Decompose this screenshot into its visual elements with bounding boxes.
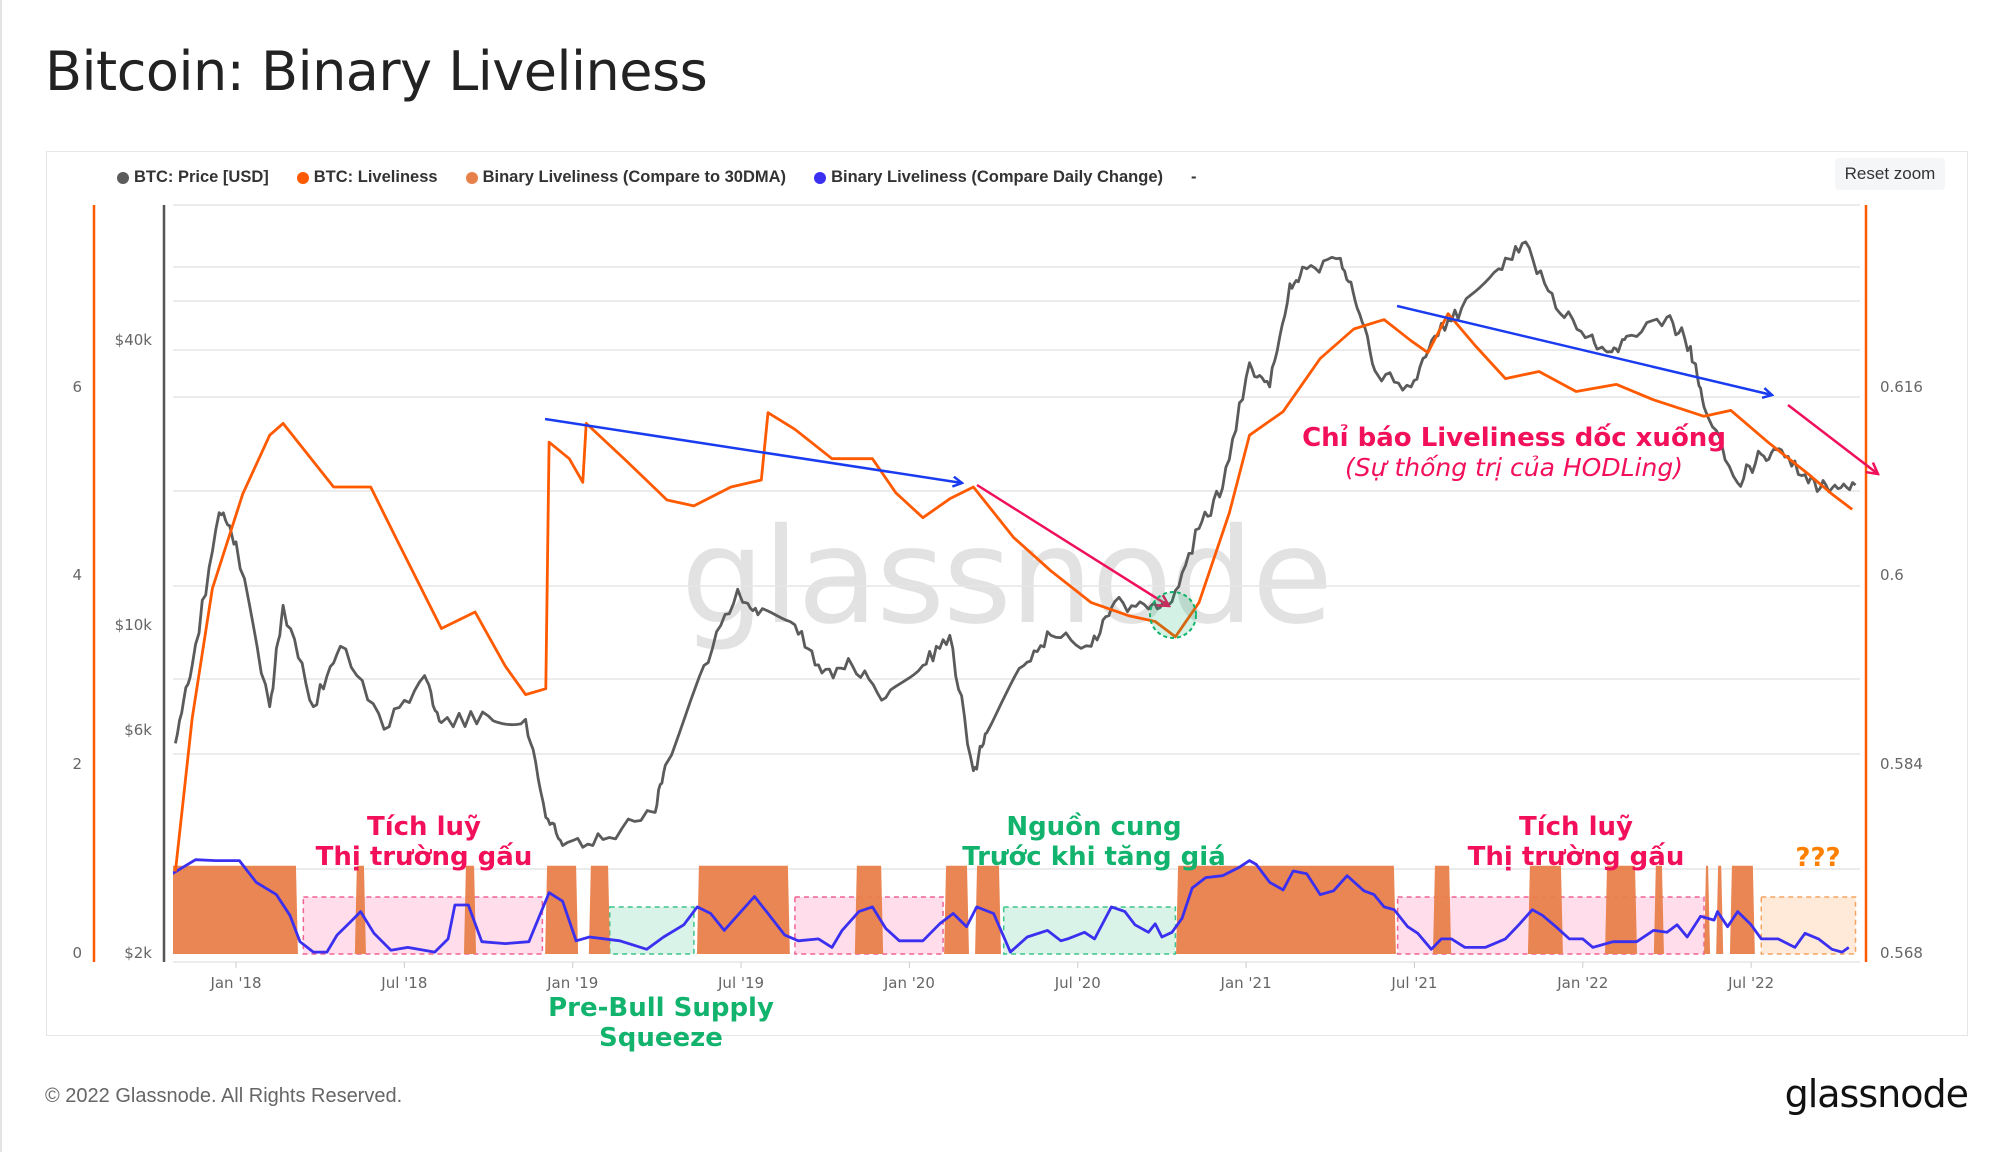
legend-dot-icon	[465, 171, 478, 184]
binary-30dma-bar	[1605, 865, 1638, 954]
x-axis-tick: Jul '21	[1391, 974, 1438, 992]
annotation-line: Thị trường gấu	[1467, 842, 1685, 872]
glassnode-logo[interactable]: glassnode	[1784, 1072, 1969, 1116]
x-axis-tick: Jul '20	[1054, 974, 1101, 992]
legend-dot-icon	[117, 171, 129, 184]
annotation-line: Trước khi tăng giá	[962, 842, 1226, 872]
btc-price-line	[174, 240, 1857, 849]
binary-30dma-bar	[1527, 865, 1563, 954]
legend-label: BTC: Liveliness	[313, 168, 438, 186]
trend-arrow-blue-1	[544, 417, 962, 483]
zone-bear	[302, 896, 544, 955]
bottom-highlight-circle	[1149, 591, 1197, 639]
binary-axis-tick: 4	[72, 566, 82, 584]
x-axis-tick: Jan '22	[1557, 974, 1609, 992]
legend-item-extra[interactable]: -	[1191, 168, 1197, 187]
liveliness-axis-tick: 0.568	[1880, 944, 1923, 962]
price-axis-tick: $6k	[124, 721, 152, 739]
annotation-unknown: ???	[1795, 843, 1841, 873]
x-axis-tick: Jul '18	[381, 974, 428, 992]
binary-30dma-bar	[588, 865, 611, 954]
trend-arrow-red-2	[1787, 404, 1878, 474]
chart-legend: BTC: Price [USD] BTC: Liveliness Binary …	[117, 168, 1197, 187]
legend-item-binary-daily[interactable]: Binary Liveliness (Compare Daily Change)	[814, 168, 1163, 187]
legend-dot-icon	[814, 171, 827, 184]
legend-dot-icon	[296, 171, 309, 184]
binary-30dma-bar	[545, 865, 579, 954]
trend-arrow-red-1	[976, 483, 1169, 606]
binary-30dma-bar	[1729, 865, 1755, 954]
legend-label: BTC: Price [USD]	[134, 168, 269, 186]
trend-arrow-blue-2	[1396, 304, 1772, 395]
annotation-slope: Chỉ báo Liveliness dốc xuống (Sự thống tr…	[1302, 423, 1726, 482]
binary-30dma-bar	[1176, 865, 1396, 954]
annotation-line: Tích luỹ	[366, 812, 481, 842]
btc-liveliness-line	[174, 312, 1854, 872]
x-axis-tick: Jan '18	[210, 974, 262, 992]
annotation-line: Squeeze	[599, 1023, 723, 1053]
binary-daily-change-line	[173, 858, 1850, 954]
annotation-line: Thị trường gấu	[315, 842, 533, 872]
annotation-arrows	[544, 304, 1878, 639]
legend-item-binary-30dma[interactable]: Binary Liveliness (Compare to 30DMA)	[465, 168, 787, 187]
binary-axis-tick: 0	[72, 944, 82, 962]
annotation-supply: Nguồn cung Trước khi tăng giá	[962, 812, 1226, 872]
binary-30dma-bar	[173, 865, 298, 954]
legend-item-liveliness[interactable]: BTC: Liveliness	[296, 168, 438, 187]
binary-30dma-bar	[354, 865, 366, 954]
grid-lines	[173, 204, 1860, 963]
page-frame	[0, 0, 2, 1152]
x-axis-tick: Jan '20	[883, 974, 935, 992]
binary-axis-tick: 2	[72, 755, 82, 773]
legend-item-price[interactable]: BTC: Price [USD]	[117, 168, 269, 187]
copyright-text: © 2022 Glassnode. All Rights Reserved.	[45, 1085, 403, 1107]
annotation-line: Nguồn cung	[1006, 812, 1182, 842]
price-axis-tick: $40k	[114, 331, 152, 349]
x-axis-tick: Jul '19	[718, 974, 765, 992]
binary-axis-tick: 6	[72, 378, 82, 396]
liveliness-axis-tick: 0.584	[1880, 755, 1923, 773]
x-axis-tick: Jan '19	[547, 974, 599, 992]
annotation-line: Chỉ báo Liveliness dốc xuống	[1302, 423, 1726, 453]
binary-30dma-bar	[1704, 865, 1711, 954]
price-axis-tick: $2k	[124, 944, 152, 962]
reset-zoom-button[interactable]: Reset zoom	[1835, 158, 1945, 190]
annotation-line: Pre-Bull Supply	[548, 993, 774, 1023]
binary-30dma-bar	[1716, 865, 1724, 954]
binary-30dma-bar	[854, 865, 884, 954]
annotation-prebull: Pre-Bull Supply Squeeze	[548, 993, 774, 1053]
page-title: Bitcoin: Binary Liveliness	[45, 40, 708, 103]
annotation-bear-2: Tích luỹ Thị trường gấu	[1468, 812, 1685, 872]
zone-unknown	[1760, 896, 1857, 955]
annotation-bear-1: Tích luỹ Thị trường gấu	[316, 812, 533, 872]
annotation-subline: (Sự thống trị của HODLing)	[1345, 453, 1683, 482]
x-axis-tick: Jul '22	[1728, 974, 1775, 992]
annotation-line: Tích luỹ	[1518, 812, 1633, 842]
legend-label: -	[1191, 168, 1197, 186]
x-axis-tick: Jan '21	[1220, 974, 1272, 992]
binary-30dma-bar	[1653, 865, 1664, 954]
legend-label: Binary Liveliness (Compare Daily Change)	[831, 168, 1163, 186]
liveliness-axis-tick: 0.616	[1880, 378, 1923, 396]
binary-30dma-bar	[1432, 865, 1452, 954]
legend-label: Binary Liveliness (Compare to 30DMA)	[482, 168, 787, 186]
chart-container	[46, 151, 1968, 1036]
binary-30dma-bar	[944, 865, 969, 954]
price-axis-tick: $10k	[114, 616, 152, 634]
liveliness-axis-tick: 0.6	[1880, 566, 1904, 584]
